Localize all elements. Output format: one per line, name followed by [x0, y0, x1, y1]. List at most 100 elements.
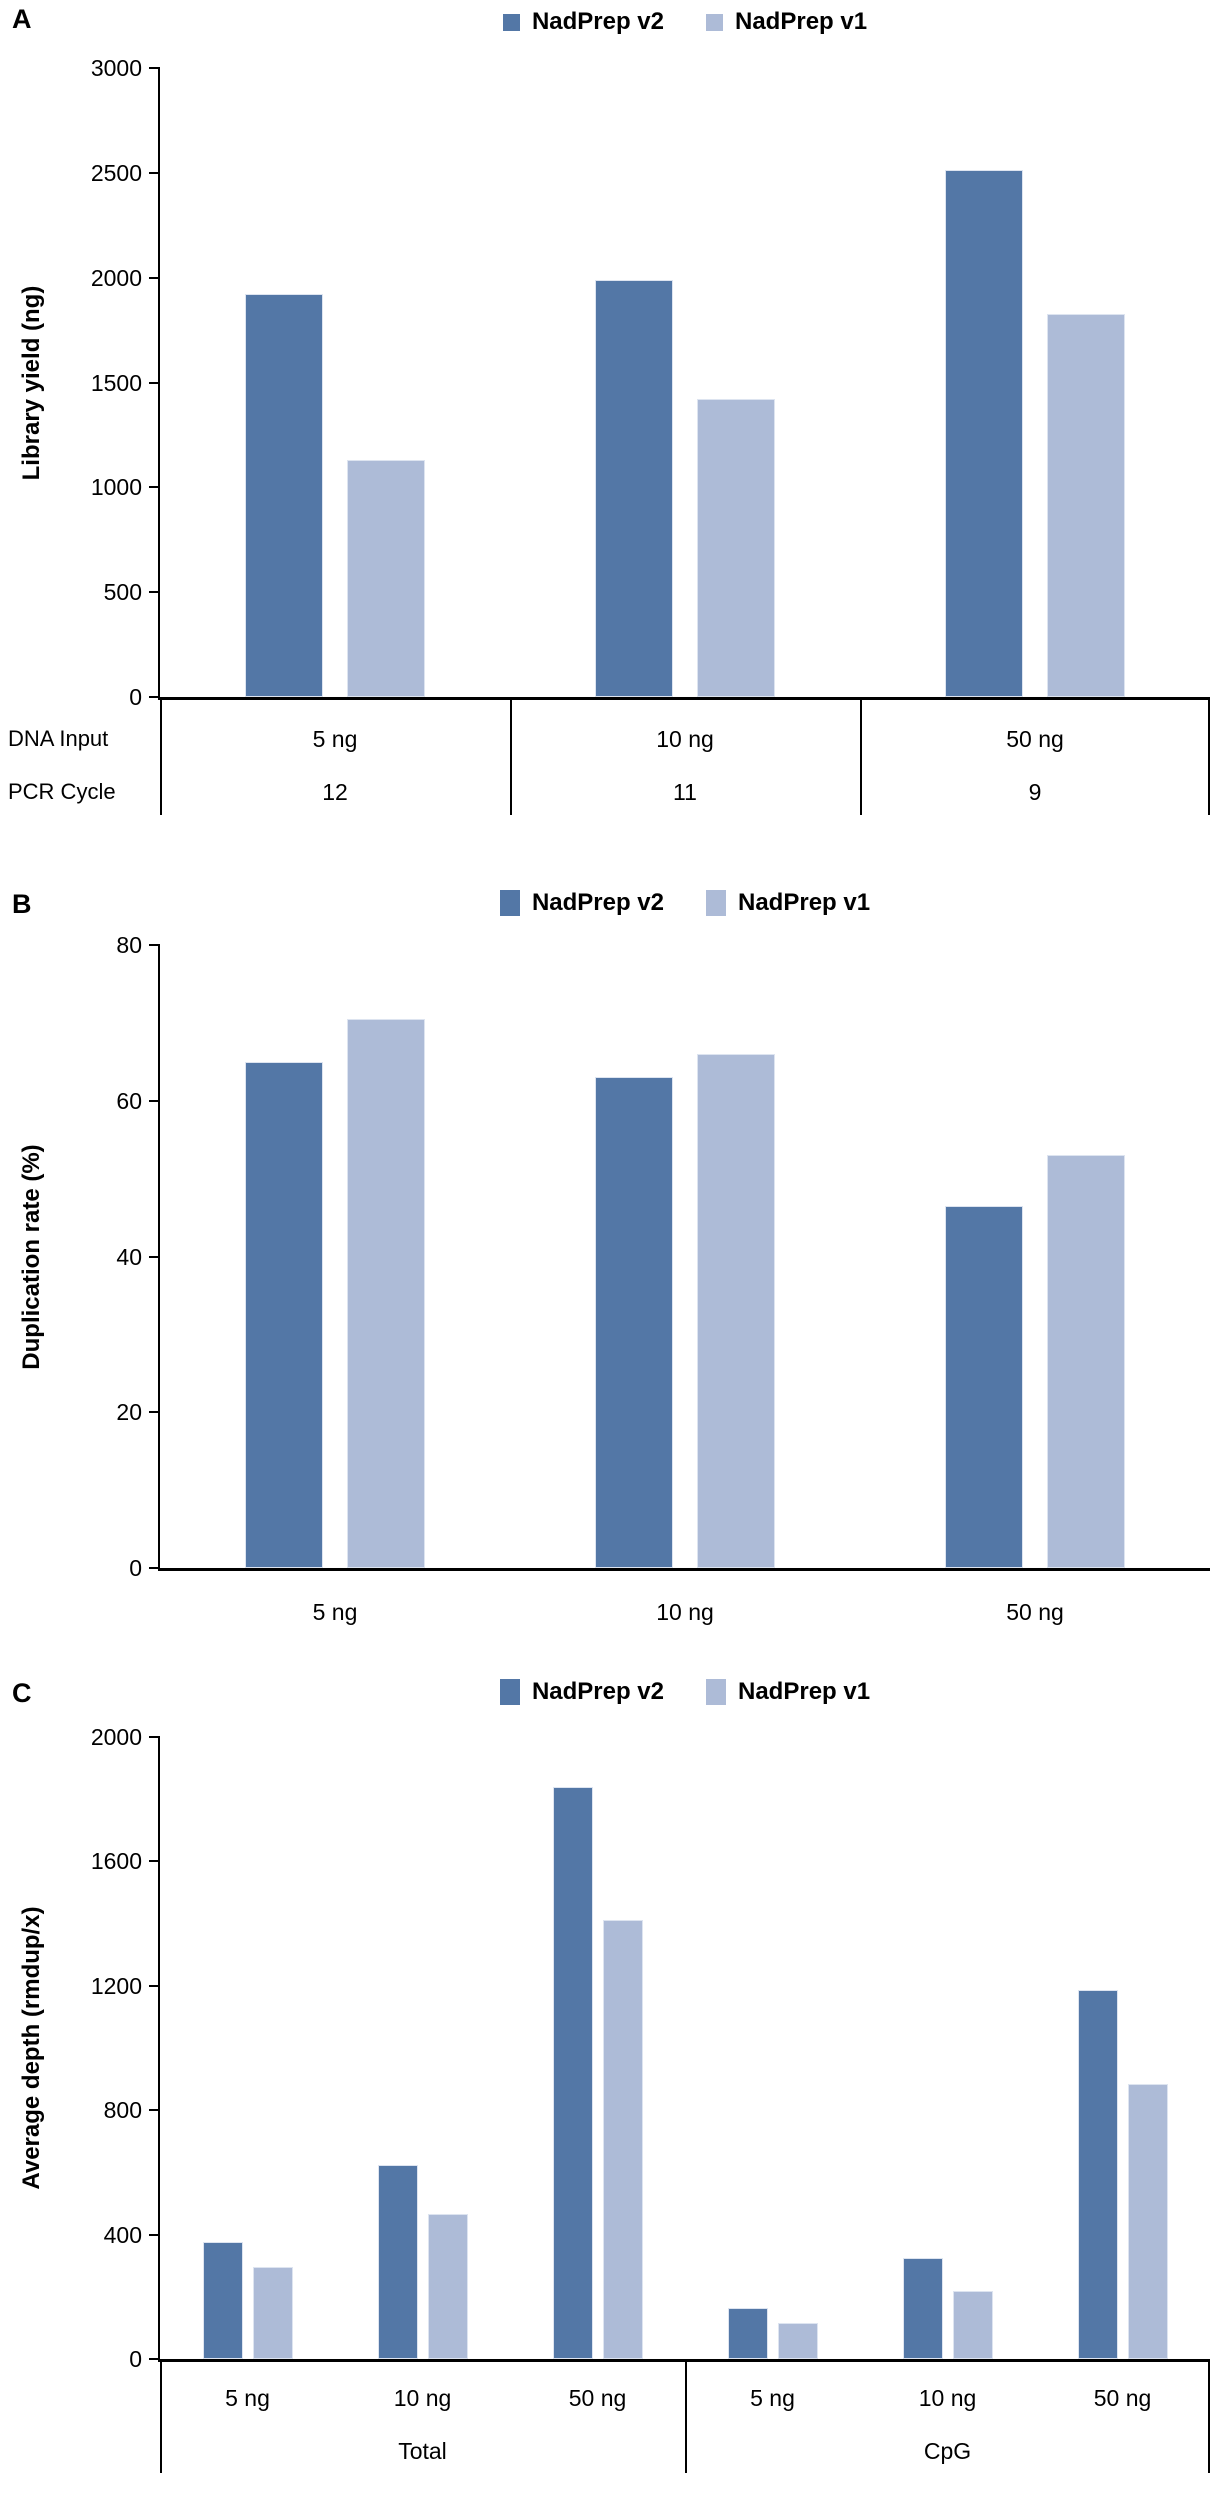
y-tick: [149, 486, 160, 488]
panel-label-a: A: [12, 4, 32, 34]
bar-a-2-nadprep-v2: [945, 170, 1023, 697]
legend-label-nadprep-v1: NadPrep v1: [738, 1678, 871, 1705]
y-tick-label: 1000: [90, 474, 142, 500]
y-tick: [149, 1411, 160, 1413]
y-tick: [149, 2234, 160, 2236]
bar-a-0-nadprep-v2: [245, 294, 323, 697]
legend-item-nadprep-v2: NadPrep v2: [499, 889, 664, 917]
y-tick-label: 80: [116, 932, 142, 958]
y-tick: [149, 1736, 160, 1738]
x-table-header-dna-input: DNA Input: [8, 726, 109, 751]
bar-b-0-nadprep-v2: [245, 1062, 323, 1568]
y-tick-label: 2500: [90, 160, 142, 186]
legend-label-nadprep-v1: NadPrep v1: [735, 8, 868, 35]
bar-b-2-nadprep-v2: [945, 1206, 1023, 1568]
table-divider: [160, 2359, 162, 2473]
legend-b: NadPrep v2 NadPrep v1: [160, 889, 1210, 917]
bar-b-2-nadprep-v1: [1047, 1155, 1125, 1568]
table-divider: [685, 2359, 687, 2473]
legend-c: NadPrep v2 NadPrep v1: [160, 1678, 1210, 1706]
y-tick: [149, 67, 160, 69]
y-tick-label: 1200: [90, 1973, 142, 1999]
legend-swatch-nadprep-v1: [706, 13, 723, 31]
x-axis-line: [160, 697, 1210, 700]
table-divider: [860, 697, 862, 815]
y-tick-label: 2000: [90, 1724, 142, 1750]
x-axis-line: [160, 1568, 1210, 1571]
x-table-value: 11: [673, 779, 697, 805]
bar-c-2-nadprep-v2: [553, 1787, 593, 2359]
x-table-header-pcr-cycle: PCR Cycle: [8, 779, 116, 804]
x-category-label: 10 ng: [656, 1599, 714, 1625]
x-category-label: 50 ng: [1006, 1599, 1064, 1625]
y-tick: [149, 277, 160, 279]
legend-item-nadprep-v2: NadPrep v2: [499, 1678, 664, 1706]
bar-b-1-nadprep-v1: [697, 1054, 775, 1568]
x-group-label-cpg: CpG: [923, 2438, 972, 2464]
y-axis-title-a: Library yield (ng): [18, 285, 45, 480]
y-tick: [149, 1256, 160, 1258]
y-tick-label: 20: [116, 1399, 142, 1425]
legend-label-nadprep-v2: NadPrep v2: [531, 1678, 664, 1705]
legend-item-nadprep-v1: NadPrep v1: [706, 8, 867, 36]
bar-c-5-nadprep-v2: [1078, 1990, 1118, 2359]
x-table-value: 12: [322, 779, 348, 805]
y-tick: [149, 1985, 160, 1987]
x-category-label: 50 ng: [568, 2385, 627, 2411]
bar-c-4-nadprep-v2: [903, 2258, 943, 2359]
legend-label-nadprep-v2: NadPrep v2: [531, 8, 664, 35]
y-tick-label: 3000: [90, 55, 142, 81]
legend-item-nadprep-v1: NadPrep v1: [706, 1678, 870, 1706]
legend-swatch-nadprep-v2: [499, 890, 520, 916]
y-tick: [149, 591, 160, 593]
bar-b-0-nadprep-v1: [347, 1019, 425, 1568]
y-tick: [149, 2358, 160, 2360]
x-category-label: 10 ng: [918, 2385, 977, 2411]
x-table-value: 5 ng: [312, 726, 358, 752]
bar-a-1-nadprep-v2: [595, 280, 673, 697]
x-category-label: 50 ng: [1093, 2385, 1152, 2411]
bar-a-0-nadprep-v1: [347, 460, 425, 697]
legend-swatch-nadprep-v2: [502, 13, 520, 31]
legend-label-nadprep-v2: NadPrep v2: [531, 889, 664, 916]
y-tick: [149, 382, 160, 384]
bar-c-1-nadprep-v2: [378, 2165, 418, 2359]
y-tick-label: 1600: [90, 1848, 142, 1874]
bar-c-2-nadprep-v1: [603, 1920, 643, 2359]
table-divider: [1208, 697, 1210, 815]
bar-a-2-nadprep-v1: [1047, 314, 1125, 697]
panel-label-c: C: [12, 1678, 32, 1708]
y-tick: [149, 696, 160, 698]
y-tick-label: 40: [116, 1244, 142, 1270]
bar-c-1-nadprep-v1: [428, 2214, 468, 2359]
y-tick: [149, 1860, 160, 1862]
y-tick-label: 0: [129, 2346, 142, 2372]
y-axis-title-c: Average depth (rmdup/x): [18, 1906, 45, 2190]
bar-b-1-nadprep-v2: [595, 1077, 673, 1568]
legend-item-nadprep-v1: NadPrep v1: [706, 889, 870, 917]
y-tick-label: 2000: [90, 265, 142, 291]
x-category-label: 5 ng: [225, 2385, 270, 2411]
x-table-value: 10 ng: [656, 726, 714, 752]
table-divider: [510, 697, 512, 815]
x-category-label: 5 ng: [750, 2385, 795, 2411]
y-tick-label: 1500: [90, 370, 142, 396]
y-axis-line: [158, 68, 160, 700]
x-table-value: 9: [1028, 779, 1042, 805]
y-tick: [149, 2109, 160, 2111]
y-tick-label: 400: [103, 2222, 142, 2248]
y-axis-line: [158, 945, 160, 1571]
y-tick-label: 800: [103, 2097, 142, 2123]
bar-c-3-nadprep-v2: [728, 2308, 768, 2359]
bar-c-0-nadprep-v2: [203, 2242, 243, 2359]
y-axis-line: [158, 1737, 160, 2362]
y-tick-label: 0: [129, 1555, 142, 1581]
y-tick-label: 0: [129, 684, 142, 710]
table-divider: [160, 697, 162, 815]
y-axis-title-b: Duplication rate (%): [18, 1143, 45, 1370]
legend-item-nadprep-v2: NadPrep v2: [502, 8, 664, 36]
x-category-label: 10 ng: [393, 2385, 452, 2411]
bar-c-0-nadprep-v1: [253, 2267, 293, 2359]
y-tick-label: 60: [116, 1088, 142, 1114]
